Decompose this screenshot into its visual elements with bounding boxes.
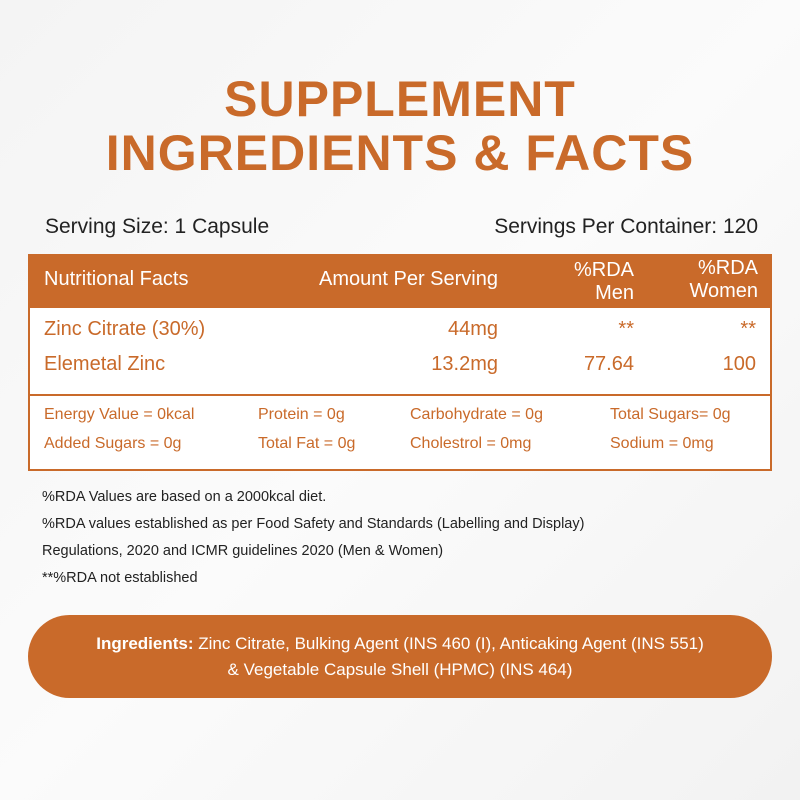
header-rda-men: %RDA Men (574, 259, 634, 305)
row-rda-men: ** (618, 318, 634, 340)
ingredients-line-1: Ingredients: Zinc Citrate, Bulking Agent… (28, 631, 772, 657)
row-rda-women: ** (740, 318, 756, 340)
nutrient: Sodium = 0mg (610, 435, 714, 452)
row-name: Zinc Citrate (30%) (44, 318, 206, 340)
ingredients-text: Zinc Citrate, Bulking Agent (INS 460 (I)… (193, 634, 704, 653)
nutrient: Total Fat = 0g (258, 435, 356, 452)
servings-per-container: Servings Per Container: 120 (494, 215, 758, 238)
row-amount: 44mg (447, 318, 498, 340)
note: %RDA Values are based on a 2000kcal diet… (42, 489, 327, 505)
nutrient: Protein = 0g (258, 406, 345, 423)
serving-size: Serving Size: 1 Capsule (45, 215, 270, 238)
row-name: Elemetal Zinc (44, 353, 166, 375)
ingredients-banner: Ingredients: Zinc Citrate, Bulking Agent… (28, 615, 772, 698)
table-header: Nutritional Facts Amount Per Serving %RD… (30, 256, 770, 308)
row-rda-men: 77.64 (583, 353, 634, 375)
header-text: %RDA (697, 257, 758, 279)
row-amount: 13.2mg (431, 353, 498, 375)
nutrient: Total Sugars= 0g (610, 406, 731, 423)
header-amount: Amount Per Serving (319, 268, 498, 290)
title-line-2: INGREDIENTS & FACTS (105, 125, 695, 181)
note: **%RDA not established (42, 570, 198, 586)
header-text: Men (595, 282, 634, 304)
nutrient: Cholestrol = 0mg (410, 435, 532, 452)
nutrient: Energy Value = 0kcal (44, 406, 195, 423)
ingredients-label: Ingredients: (96, 634, 194, 653)
nutrient: Added Sugars = 0g (44, 435, 182, 452)
note: Regulations, 2020 and ICMR guidelines 20… (42, 543, 444, 559)
note: %RDA values established as per Food Safe… (42, 516, 585, 532)
title-line-1: SUPPLEMENT (224, 71, 576, 127)
page-title: SUPPLEMENT INGREDIENTS & FACTS (0, 72, 800, 180)
header-rda-women: %RDA Women (689, 257, 758, 303)
divider (30, 394, 770, 396)
nutrient: Carbohydrate = 0g (410, 406, 543, 423)
ingredients-line-2: & Vegetable Capsule Shell (HPMC) (INS 46… (227, 660, 573, 679)
row-rda-women: 100 (722, 353, 756, 375)
header-text: Women (689, 280, 758, 302)
header-text: %RDA (573, 259, 634, 281)
header-facts: Nutritional Facts (44, 268, 189, 290)
nutrition-table: Nutritional Facts Amount Per Serving %RD… (28, 254, 772, 471)
